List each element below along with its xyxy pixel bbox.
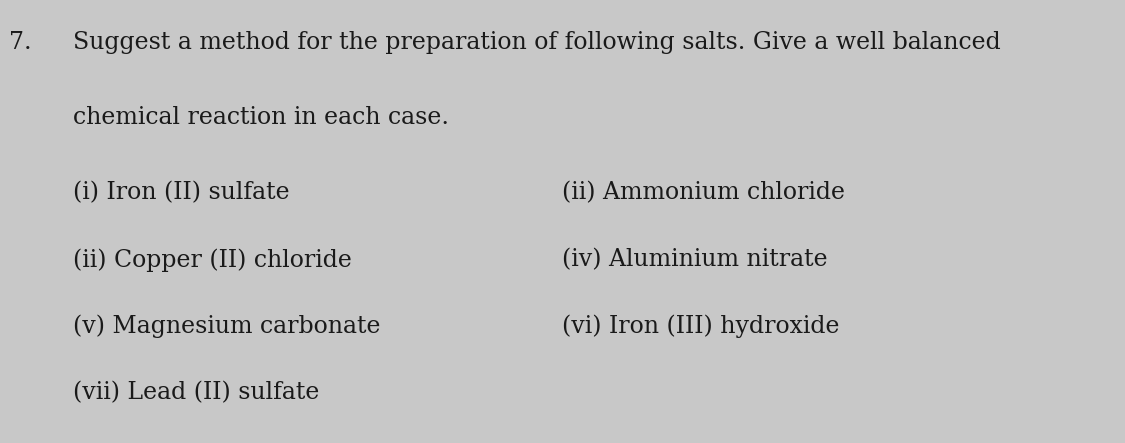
Text: (v) Magnesium carbonate: (v) Magnesium carbonate xyxy=(73,315,380,338)
Text: chemical reaction in each case.: chemical reaction in each case. xyxy=(73,106,449,129)
Text: (vii) Lead (II) sulfate: (vii) Lead (II) sulfate xyxy=(73,381,320,404)
Text: Suggest a method for the preparation of following salts. Give a well balanced: Suggest a method for the preparation of … xyxy=(73,31,1001,54)
Text: (vi) Iron (III) hydroxide: (vi) Iron (III) hydroxide xyxy=(562,315,840,338)
Text: 7.: 7. xyxy=(9,31,32,54)
Text: (iv) Aluminium nitrate: (iv) Aluminium nitrate xyxy=(562,248,828,271)
Text: (ii) Ammonium chloride: (ii) Ammonium chloride xyxy=(562,182,846,205)
Text: (ii) Copper (II) chloride: (ii) Copper (II) chloride xyxy=(73,248,352,272)
Text: (i) Iron (II) sulfate: (i) Iron (II) sulfate xyxy=(73,182,290,205)
